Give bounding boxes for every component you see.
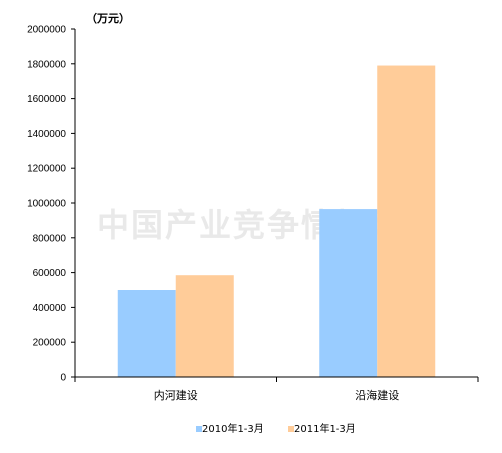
y-tick-label: 1200000 — [27, 164, 66, 175]
bar — [175, 275, 234, 377]
y-tick-label: 600000 — [33, 268, 67, 279]
y-tick-label: 200000 — [33, 338, 67, 349]
legend-label: 2010年1-3月 — [202, 422, 264, 435]
axis-layer: 0 200000 400000 600000 800000 1000000 1200000 1… — [27, 25, 479, 402]
legend: 2010年1-3月 2011年1-3月 — [196, 422, 356, 435]
x-category-label: 内河建设 — [154, 388, 198, 402]
y-tick-label: 1600000 — [27, 94, 66, 105]
bar — [377, 65, 436, 377]
y-tick-label: 800000 — [33, 233, 67, 244]
bar — [117, 290, 176, 377]
legend-swatch — [288, 426, 294, 432]
legend-swatch — [196, 426, 202, 432]
y-tick-label: 1000000 — [27, 199, 66, 210]
y-tick-label: 400000 — [33, 303, 67, 314]
unit-label: （万元） — [86, 12, 130, 25]
x-category-label: 沿海建设 — [355, 388, 399, 402]
bars-layer — [117, 65, 436, 377]
y-tick-label: 2000000 — [27, 25, 66, 36]
y-tick-label: 1800000 — [27, 59, 66, 70]
y-tick-label: 0 — [60, 373, 66, 384]
legend-label: 2011年1-3月 — [294, 422, 356, 435]
y-tick-label: 1400000 — [27, 129, 66, 140]
bar — [319, 209, 378, 377]
